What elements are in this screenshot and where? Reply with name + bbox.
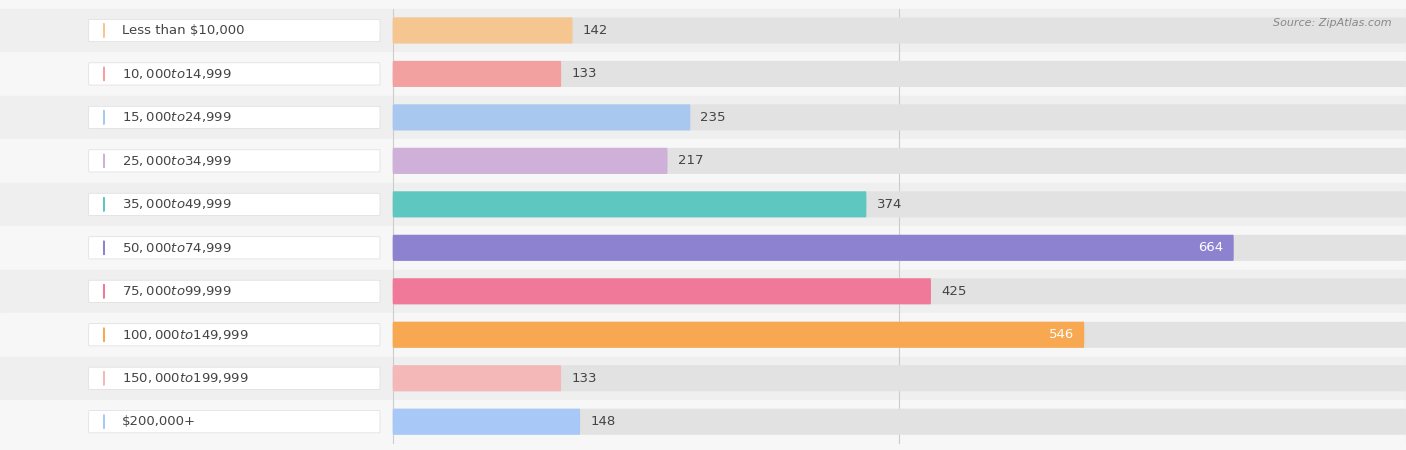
FancyBboxPatch shape [392,61,1406,87]
FancyBboxPatch shape [89,150,380,172]
Bar [0,400,1406,444]
FancyBboxPatch shape [392,104,690,130]
Text: 133: 133 [571,68,596,81]
FancyBboxPatch shape [392,148,668,174]
Text: Less than $10,000: Less than $10,000 [121,24,245,37]
Text: $10,000 to $14,999: $10,000 to $14,999 [121,67,231,81]
Text: Source: ZipAtlas.com: Source: ZipAtlas.com [1274,18,1392,28]
Text: 235: 235 [700,111,725,124]
FancyBboxPatch shape [392,322,1084,348]
FancyBboxPatch shape [392,148,1406,174]
Text: $50,000 to $74,999: $50,000 to $74,999 [121,241,231,255]
Text: $35,000 to $49,999: $35,000 to $49,999 [121,198,231,212]
FancyBboxPatch shape [392,104,1406,130]
Text: 142: 142 [582,24,607,37]
FancyBboxPatch shape [89,193,380,216]
Text: $200,000+: $200,000+ [121,415,195,428]
FancyBboxPatch shape [89,106,380,129]
FancyBboxPatch shape [392,18,1406,44]
FancyBboxPatch shape [392,191,1406,217]
FancyBboxPatch shape [392,191,866,217]
Text: $25,000 to $34,999: $25,000 to $34,999 [121,154,231,168]
Bar [0,96,1406,139]
Text: 425: 425 [941,285,966,298]
FancyBboxPatch shape [392,235,1406,261]
FancyBboxPatch shape [89,411,380,433]
FancyBboxPatch shape [392,278,931,304]
Bar [0,356,1406,400]
Text: 217: 217 [678,154,703,167]
Bar [0,183,1406,226]
FancyBboxPatch shape [392,61,561,87]
Bar [0,313,1406,356]
Bar [0,139,1406,183]
Bar [0,270,1406,313]
Text: $15,000 to $24,999: $15,000 to $24,999 [121,110,231,124]
FancyBboxPatch shape [392,365,561,392]
FancyBboxPatch shape [392,322,1406,348]
FancyBboxPatch shape [392,409,1406,435]
Text: 133: 133 [571,372,596,385]
Bar [0,52,1406,96]
FancyBboxPatch shape [89,63,380,85]
FancyBboxPatch shape [89,367,380,389]
Text: 148: 148 [591,415,616,428]
Text: $100,000 to $149,999: $100,000 to $149,999 [121,328,247,342]
Text: $75,000 to $99,999: $75,000 to $99,999 [121,284,231,298]
FancyBboxPatch shape [89,237,380,259]
Text: 374: 374 [876,198,901,211]
FancyBboxPatch shape [89,280,380,302]
FancyBboxPatch shape [89,19,380,41]
FancyBboxPatch shape [392,365,1406,392]
FancyBboxPatch shape [89,324,380,346]
Bar [0,9,1406,52]
FancyBboxPatch shape [392,409,581,435]
Text: 664: 664 [1198,241,1223,254]
Text: $150,000 to $199,999: $150,000 to $199,999 [121,371,247,385]
Text: 546: 546 [1049,328,1074,341]
FancyBboxPatch shape [392,278,1406,304]
Bar [0,226,1406,270]
FancyBboxPatch shape [392,235,1233,261]
FancyBboxPatch shape [392,18,572,44]
